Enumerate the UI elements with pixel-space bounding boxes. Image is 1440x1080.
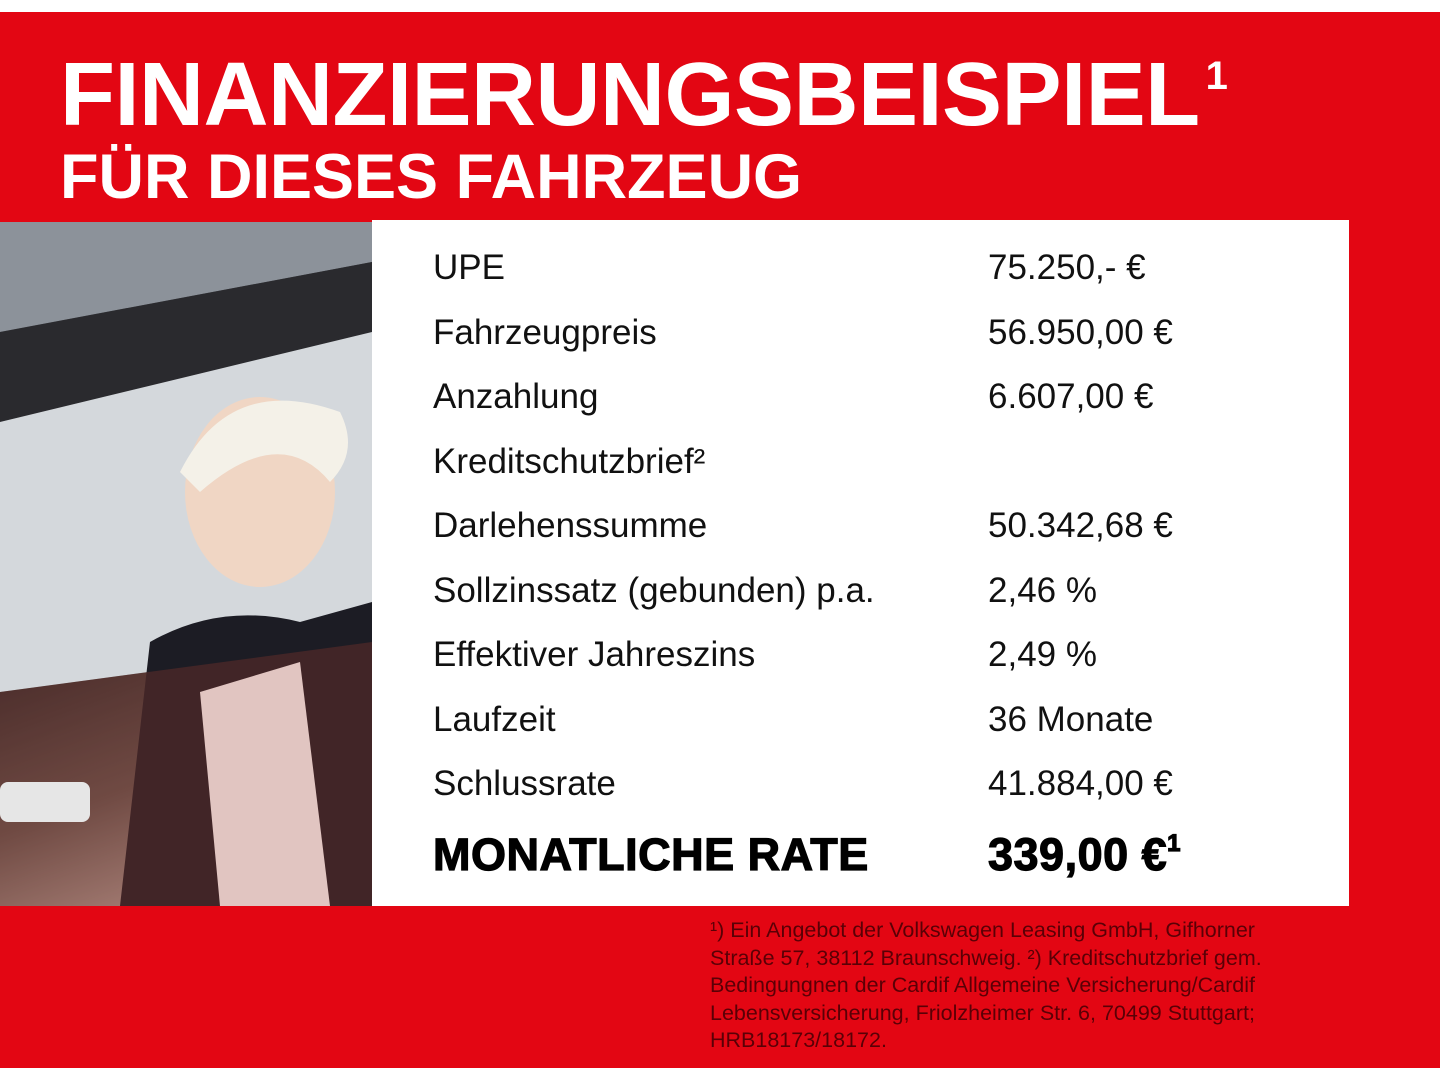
title-footnote-mark: 1	[1205, 54, 1228, 98]
row-label: Laufzeit	[433, 700, 556, 739]
row-value: 6.607,00 €	[988, 377, 1154, 416]
table-row: Effektiver Jahreszins 2,49 %	[433, 635, 1097, 674]
table-row: Schlussrate 41.884,00 €	[433, 764, 1173, 803]
footnote-line: Straße 57, 38112 Braunschweig. ²) Kredit…	[710, 945, 1262, 970]
financing-table: UPE 75.250,- € Fahrzeugpreis 56.950,00 € A…	[372, 220, 1349, 906]
table-row: UPE 75.250,- €	[433, 248, 1146, 287]
footnote-line: Bedingungnen der Cardif Allgemeine Versi…	[710, 973, 1256, 997]
row-value: 56.950,00 €	[988, 313, 1173, 352]
row-value: 41.884,00 €	[988, 764, 1173, 803]
table-row: Anzahlung 6.607,00 €	[433, 377, 1153, 416]
table-row: Sollzinssatz (gebunden) p.a. 2,46 %	[433, 571, 1097, 610]
footnote-line: Lebensversicherung, Friolzheimer Str. 6,…	[710, 1000, 1255, 1025]
row-label: Schlussrate	[433, 764, 616, 803]
monthly-rate-value: 339,00 €1	[987, 829, 1182, 880]
shirt	[200, 662, 330, 906]
row-value: 2,49 %	[988, 635, 1097, 674]
photo-illustration	[0, 222, 372, 906]
steering-wheel	[0, 782, 90, 822]
footnote: ¹) Ein Angebot der Volkswagen Leasing Gm…	[710, 917, 1330, 1055]
row-label: Anzahlung	[433, 377, 599, 416]
monthly-rate-row: MONATLICHE RATE 339,00 €1	[432, 829, 1181, 880]
row-label: Effektiver Jahreszins	[433, 635, 756, 674]
row-value: 36 Monate	[988, 700, 1154, 739]
title-text: FINANZIERUNGSBEISPIEL	[60, 45, 1200, 145]
hair	[180, 400, 348, 492]
car-roof	[0, 222, 372, 332]
table-row: Laufzeit 36 Monate	[433, 700, 1153, 739]
row-value: 50.342,68 €	[988, 506, 1173, 545]
woman-in-car-photo	[0, 222, 372, 906]
table-row: Kreditschutzbrief²	[433, 444, 705, 479]
footnote-line: ¹) Ein Angebot der Volkswagen Leasing Gm…	[710, 918, 1255, 942]
footnote-line: HRB18173/18172.	[710, 1028, 887, 1052]
table-row: Fahrzeugpreis 56.950,00 €	[433, 313, 1173, 352]
monthly-rate-label: MONATLICHE RATE	[432, 829, 869, 880]
page-title: FINANZIERUNGSBEISPIEL 1	[60, 50, 1228, 140]
row-label: UPE	[433, 248, 505, 287]
row-label: Kreditschutzbrief²	[433, 442, 706, 481]
row-value: 2,46 %	[988, 571, 1097, 610]
monthly-rate-amount: 339,00 €	[987, 829, 1168, 880]
table-row: Darlehenssumme 50.342,68 €	[433, 506, 1173, 545]
row-label: Darlehenssumme	[433, 506, 708, 545]
row-label: Fahrzeugpreis	[433, 313, 657, 352]
monthly-rate-footnote-mark: 1	[1167, 830, 1182, 857]
page-subtitle: FÜR DIESES FAHRZEUG	[60, 142, 803, 212]
car-door-frame	[0, 262, 372, 422]
row-value: 75.250,- €	[988, 248, 1146, 287]
row-label: Sollzinssatz (gebunden) p.a.	[433, 571, 875, 610]
reflection	[0, 642, 372, 906]
